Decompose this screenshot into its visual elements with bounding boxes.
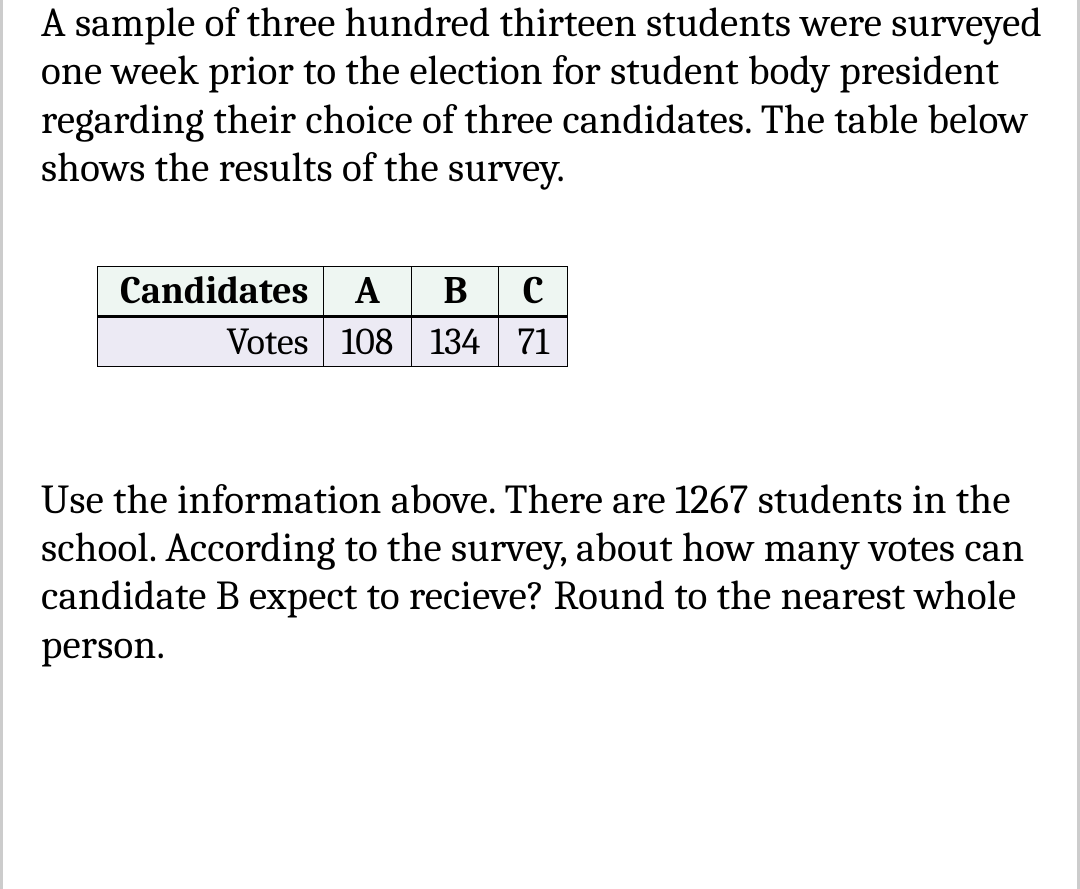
table-cell-b: 134 <box>412 316 499 366</box>
table-cell-a: 108 <box>323 316 412 366</box>
spacer <box>41 367 1047 477</box>
table-col-a: A <box>323 266 412 316</box>
survey-table-wrap: Candidates A B C Votes 108 134 71 <box>97 266 1047 367</box>
table-row-label: Votes <box>98 316 324 366</box>
intro-paragraph: A sample of three hundred thirteen stude… <box>41 0 1047 194</box>
table-col-c: C <box>499 266 568 316</box>
question-paragraph: Use the information above. There are 126… <box>41 477 1047 671</box>
problem-page: A sample of three hundred thirteen stude… <box>0 0 1080 889</box>
table-col-b: B <box>412 266 499 316</box>
table-header-row: Candidates A B C <box>98 266 568 316</box>
survey-table: Candidates A B C Votes 108 134 71 <box>97 266 568 367</box>
table-row: Votes 108 134 71 <box>98 316 568 366</box>
table-header-label: Candidates <box>98 266 324 316</box>
table-cell-c: 71 <box>499 316 568 366</box>
